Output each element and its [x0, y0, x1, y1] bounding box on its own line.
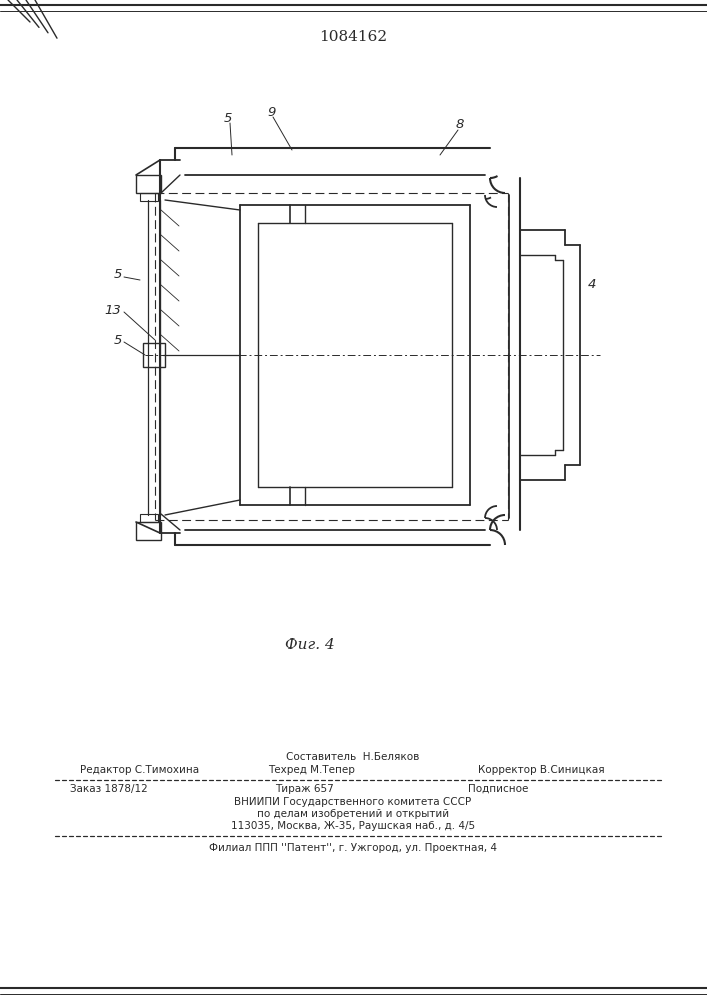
- Text: 13: 13: [105, 304, 122, 316]
- Text: 1084162: 1084162: [319, 30, 387, 44]
- Text: Редактор С.Тимохина: Редактор С.Тимохина: [80, 765, 199, 775]
- Text: ВНИИПИ Государственного комитета СССР: ВНИИПИ Государственного комитета СССР: [235, 797, 472, 807]
- Text: Фиг. 4: Фиг. 4: [285, 638, 335, 652]
- Bar: [140, 514, 158, 522]
- Text: Филиал ППП ''Патент'', г. Ужгород, ул. Проектная, 4: Филиал ППП ''Патент'', г. Ужгород, ул. П…: [209, 843, 497, 853]
- Text: 113035, Москва, Ж-35, Раушская наб., д. 4/5: 113035, Москва, Ж-35, Раушская наб., д. …: [231, 821, 475, 831]
- Text: 5: 5: [224, 111, 232, 124]
- Text: 4: 4: [588, 278, 596, 292]
- Text: Составитель  Н.Беляков: Составитель Н.Беляков: [286, 752, 420, 762]
- Text: 9: 9: [268, 105, 276, 118]
- Text: Заказ 1878/12: Заказ 1878/12: [70, 784, 148, 794]
- Bar: [136, 175, 161, 193]
- Text: Техред М.Тепер: Техред М.Тепер: [268, 765, 355, 775]
- Text: Тираж 657: Тираж 657: [275, 784, 334, 794]
- Text: по делам изобретений и открытий: по делам изобретений и открытий: [257, 809, 449, 819]
- Text: 8: 8: [456, 118, 464, 131]
- Text: Корректор В.Синицкая: Корректор В.Синицкая: [478, 765, 604, 775]
- Text: 5: 5: [114, 334, 122, 347]
- Text: Подписное: Подписное: [468, 784, 528, 794]
- Bar: [140, 193, 158, 201]
- Bar: [136, 522, 161, 540]
- Text: 5: 5: [114, 268, 122, 282]
- Bar: [143, 343, 165, 367]
